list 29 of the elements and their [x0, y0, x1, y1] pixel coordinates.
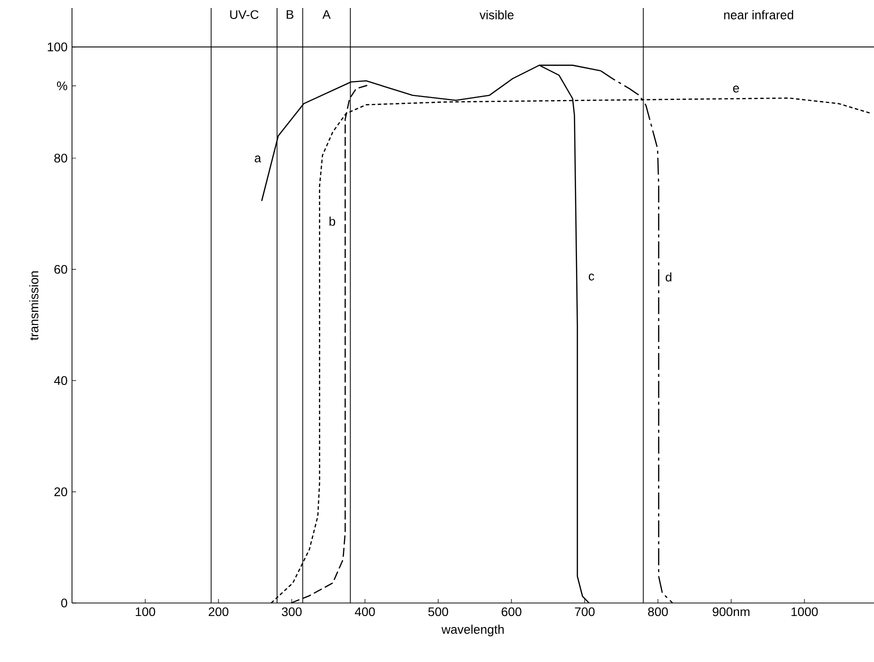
series-label: e: [733, 86, 739, 92]
annotation: A: [322, 10, 331, 19]
series-label: c: [588, 274, 594, 280]
annotation: visible: [480, 10, 514, 20]
x-tick-label: 900nm: [712, 607, 750, 616]
x-tick-label: 700: [574, 607, 595, 616]
y-tick-label: 60: [54, 264, 68, 274]
x-axis-title: wavelength: [441, 624, 504, 636]
annotation: UV-C: [230, 10, 259, 20]
annotation: B: [286, 10, 294, 19]
y-tick-label: 20: [54, 487, 68, 496]
series-label: d: [666, 272, 672, 282]
y-tick-label: 80: [54, 154, 68, 163]
y-tick-label: %: [57, 81, 68, 90]
y-axis-title: transmission: [29, 271, 38, 340]
x-tick-label: 1000: [792, 607, 818, 616]
x-tick-label: 400: [354, 607, 375, 616]
y-tick-label: 40: [54, 376, 68, 385]
annotation: near infrared: [724, 10, 794, 20]
x-tick-label: 600: [502, 607, 522, 616]
x-tick-label: 800: [648, 607, 668, 616]
x-tick-label: 300: [282, 607, 302, 616]
x-tick-label: 200: [208, 607, 228, 616]
x-tick-label: 500: [428, 607, 448, 616]
x-tick-label: 100: [136, 607, 156, 616]
y-tick-label: 0: [61, 598, 68, 608]
y-tick-label: 100: [48, 42, 68, 52]
series-label: a: [254, 156, 262, 162]
series-label: b: [330, 216, 336, 226]
